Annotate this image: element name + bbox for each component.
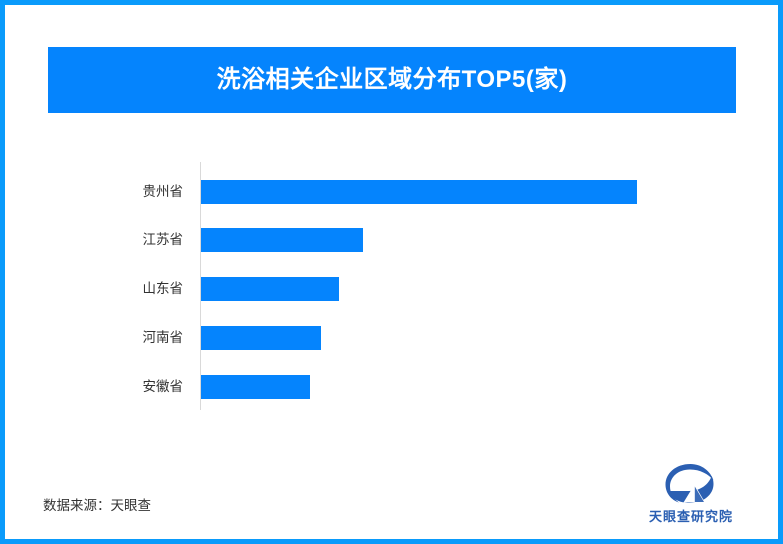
bar-value-0[interactable] (201, 180, 637, 204)
bar-category-label: 贵州省 (142, 184, 184, 199)
bar-value-1[interactable] (201, 228, 363, 252)
page-title: 洗浴相关企业区域分布TOP5(家) (216, 66, 568, 93)
data-source-note: 数据来源：天眼查 (43, 498, 151, 513)
bar-category-label: 河南省 (142, 330, 184, 345)
bar-value-3[interactable] (201, 326, 321, 350)
brand-name-label: 天眼查研究院 (648, 509, 733, 524)
bar-category-label: 江苏省 (142, 232, 184, 247)
bar-category-label: 山东省 (142, 281, 184, 296)
bar-chart: 贵州省 江苏省 山东省 河南省 安徽省 (5, 157, 778, 417)
chart-title-banner: 洗浴相关企业区域分布TOP5(家) (48, 47, 736, 113)
bar-value-4[interactable] (201, 375, 310, 399)
category-axis-line (200, 162, 201, 410)
chart-plot-area: 贵州省 江苏省 山东省 河南省 安徽省 (143, 157, 760, 410)
brand-logo: 天眼查研究院 (636, 462, 746, 525)
tianyancha-eye-mountain-logo-icon (665, 464, 714, 503)
bar-value-2[interactable] (201, 277, 339, 301)
bar-category-label: 安徽省 (142, 379, 184, 394)
